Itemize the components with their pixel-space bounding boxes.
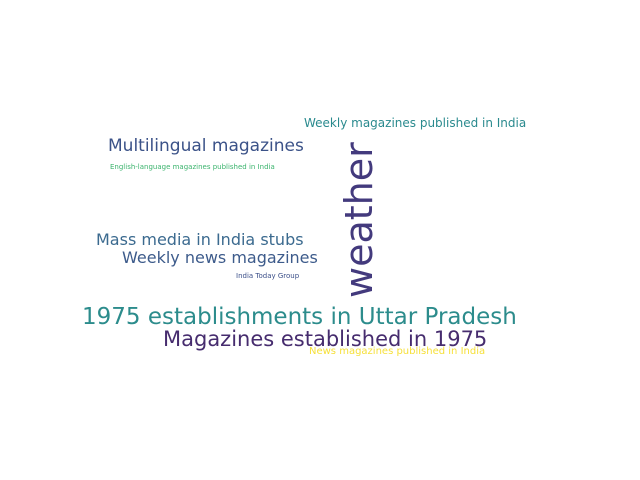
word-weather: weather [337,142,381,298]
word-mass-media-stubs: Mass media in India stubs [96,230,304,249]
word-english-language-magazines: English-language magazines published in … [110,163,275,171]
word-1975-establishments-uttar-pradesh: 1975 establishments in Uttar Pradesh [82,304,517,330]
word-weekly-news-magazines: Weekly news magazines [122,248,318,267]
word-magazines-established-1975: Magazines established in 1975 [163,327,488,351]
word-news-magazines-published: News magazines published in India [309,346,486,357]
word-india-today-group: India Today Group [236,272,300,280]
word-multilingual-magazines: Multilingual magazines [108,136,304,156]
word-weekly-magazines-published: Weekly magazines published in India [304,116,527,130]
